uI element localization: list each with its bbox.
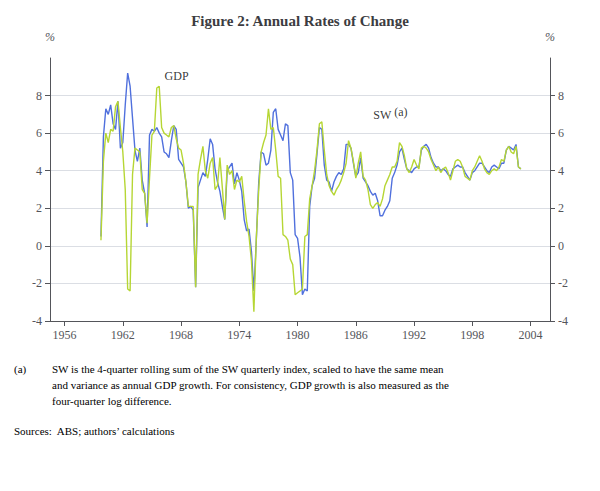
svg-text:2004: 2004 [519, 328, 543, 342]
svg-text:8: 8 [36, 89, 42, 103]
svg-text:4: 4 [558, 164, 564, 178]
svg-text:and variance as annual GDP gro: and variance as annual GDP growth. For c… [52, 379, 449, 391]
svg-text:1974: 1974 [227, 328, 251, 342]
svg-text:1968: 1968 [169, 328, 193, 342]
svg-text:four-quarter log difference.: four-quarter log difference. [52, 395, 172, 407]
svg-text:1986: 1986 [344, 328, 368, 342]
svg-text:0: 0 [558, 239, 564, 253]
svg-text:1998: 1998 [460, 328, 484, 342]
svg-text:SW is the 4-quarter rolling su: SW is the 4-quarter rolling sum of the S… [52, 363, 444, 375]
svg-text:%: % [545, 30, 555, 44]
svg-text:1980: 1980 [286, 328, 310, 342]
svg-text:-2: -2 [558, 276, 568, 290]
svg-text:(a): (a) [394, 105, 407, 119]
svg-text:SW: SW [373, 108, 392, 122]
svg-text:1956: 1956 [53, 328, 77, 342]
svg-text:0: 0 [36, 239, 42, 253]
svg-text:%: % [45, 30, 55, 44]
svg-text:1992: 1992 [402, 328, 426, 342]
svg-text:8: 8 [558, 89, 564, 103]
svg-text:6: 6 [36, 126, 42, 140]
svg-text:4: 4 [36, 164, 42, 178]
svg-text:1962: 1962 [111, 328, 135, 342]
svg-text:-4: -4 [32, 314, 42, 328]
svg-text:6: 6 [558, 126, 564, 140]
svg-text:Figure 2: Annual Rates of Chan: Figure 2: Annual Rates of Change [191, 13, 409, 29]
svg-text:Sources: ABS; authors’ calcul: Sources: ABS; authors’ calculations [14, 425, 175, 437]
svg-text:2: 2 [558, 201, 564, 215]
svg-text:GDP: GDP [165, 69, 189, 83]
svg-text:-4: -4 [558, 314, 568, 328]
svg-text:-2: -2 [32, 276, 42, 290]
svg-text:2: 2 [36, 201, 42, 215]
svg-text:(a): (a) [14, 363, 27, 376]
